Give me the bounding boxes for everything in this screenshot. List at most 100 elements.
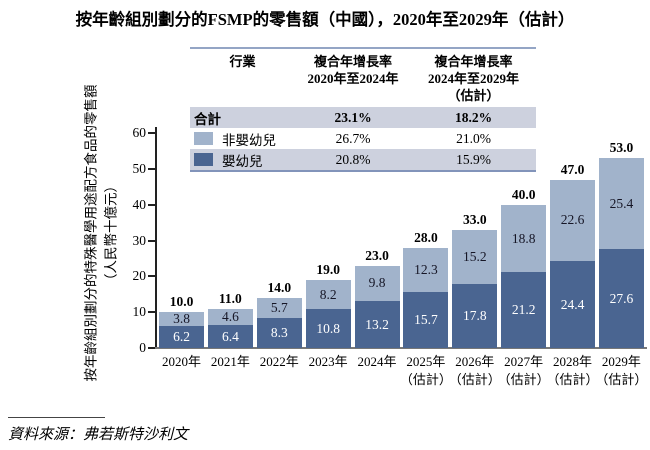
stacked-bar: 23.0 9.8 13.2 <box>354 248 400 348</box>
stacked-bar: 14.0 5.7 8.3 <box>256 280 302 348</box>
bar-segment-non-infant: 9.8 <box>354 265 400 301</box>
bar-segment-infant: 21.2 <box>501 272 547 348</box>
x-axis-label: 2020年 <box>159 353 204 388</box>
row-label: 非嬰幼兒 <box>222 132 276 148</box>
bars-area: 10.0 3.8 6.2 11.0 4.6 6.4 14.0 5.7 8.3 19.0 8.2 10.… <box>157 133 646 348</box>
legend-swatch-non-infant <box>194 132 213 146</box>
bar-total-label: 14.0 <box>267 279 292 295</box>
y-tick-mark <box>148 167 155 170</box>
bar-segment-infant: 8.3 <box>256 318 302 348</box>
bar-total-label: 11.0 <box>218 290 242 306</box>
y-tick-label: 0 <box>139 340 146 355</box>
source-text: 資料來源：弗若斯特沙利文 <box>8 427 189 443</box>
stacked-bar: 19.0 8.2 10.8 <box>305 262 351 348</box>
cagr-table-row: 非嬰幼兒 26.7% 21.0% <box>190 128 536 149</box>
cagr-2024-2029-value: 15.9% <box>456 151 491 167</box>
bar-segment-infant: 10.8 <box>305 309 351 348</box>
stacked-bar: 11.0 4.6 6.4 <box>207 291 253 348</box>
bar-segment-infant: 6.4 <box>207 325 253 348</box>
bar-segment-infant: 27.6 <box>598 249 644 348</box>
y-tick-mark <box>148 239 155 242</box>
bar-segment-non-infant: 15.2 <box>452 229 498 285</box>
bar-total-label: 10.0 <box>169 294 194 310</box>
y-tick-mark <box>148 311 155 314</box>
y-tick-label: 40 <box>132 196 147 212</box>
bar-segment-non-infant: 12.3 <box>403 247 449 292</box>
y-tick-mark <box>148 203 155 206</box>
cagr-2020-2024-value: 23.1% <box>334 109 372 125</box>
row-label: 合計 <box>194 111 221 127</box>
y-tick-label: 10 <box>132 304 147 320</box>
header-industry: 行業 <box>229 54 256 69</box>
x-axis-label-line: 2022年 <box>259 354 299 369</box>
header-cagr-2020-2024: 複合年增長率 2020年至2024年 <box>307 54 399 87</box>
bar-segment-infant: 15.7 <box>403 291 449 348</box>
bar-segment-non-infant: 22.6 <box>550 179 595 261</box>
x-axis-label: 2024年 <box>355 353 400 388</box>
bar-segment-infant: 24.4 <box>550 260 595 348</box>
x-axis-label: 2027年 （估計） <box>498 353 550 388</box>
y-tick-mark <box>148 275 155 278</box>
cagr-table-rows: 合計 23.1% 18.2% 非嬰幼兒 26.7% 21.0% 嬰幼兒 20.8% 15.9% <box>190 107 536 171</box>
x-axis-line <box>153 347 647 349</box>
bar-segment-non-infant: 8.2 <box>305 279 351 310</box>
x-axis-label: 2029年 （估計） <box>595 353 647 388</box>
source-divider <box>8 417 105 418</box>
cagr-table: 行業 複合年增長率 2020年至2024年 複合年增長率 2024年至2029年… <box>190 47 536 173</box>
row-label-cell: 非嬰幼兒 <box>190 129 295 149</box>
x-axis-label-line: 2020年 <box>161 354 201 369</box>
stacked-bar: 33.0 15.2 17.8 <box>452 212 498 348</box>
stacked-bar: 40.0 18.8 21.2 <box>501 187 547 348</box>
x-axis-labels: 2020年 2021年 2022年 2023年 2024年 2025年 （估計） 2026年（… <box>157 353 647 388</box>
bar-segment-non-infant: 3.8 <box>159 312 204 326</box>
stacked-bar: 10.0 3.8 6.2 <box>159 294 204 348</box>
x-axis-label-line: 2028年 <box>552 354 592 369</box>
y-tick-label: 50 <box>132 160 147 176</box>
bar-segment-infant: 6.2 <box>159 325 204 348</box>
y-tick-label: 20 <box>132 268 147 284</box>
x-axis-label: 2028年 （估計） <box>547 353 599 388</box>
y-axis-title-text: 按年齡組別劃分的特殊醫學用途配方食品的零售額 <box>83 84 99 382</box>
bar-segment-non-infant: 4.6 <box>207 308 253 326</box>
x-axis-label: 2025年 （估計） <box>400 353 452 388</box>
x-axis-label-line: 2021年 <box>210 354 250 369</box>
x-axis-label-line: 2023年 <box>308 354 348 369</box>
stacked-bar: 53.0 25.4 27.6 <box>598 140 644 348</box>
x-axis-label-line: （估計） <box>546 371 599 387</box>
legend-swatch-infant <box>194 153 213 167</box>
stacked-bar: 28.0 12.3 15.7 <box>403 230 449 348</box>
x-axis-label-line: 2024年 <box>357 354 397 369</box>
row-label: 嬰幼兒 <box>222 153 263 169</box>
x-axis-label-line: 2026年 <box>455 354 495 369</box>
bar-segment-infant: 13.2 <box>354 300 400 348</box>
x-axis-label-line: （估計） <box>448 371 501 387</box>
x-axis-label: 2022年 <box>257 353 302 388</box>
bar-total-label: 19.0 <box>316 261 340 277</box>
bar-segment-non-infant: 18.8 <box>501 204 547 273</box>
x-axis-label-line: 2029年 <box>601 354 641 369</box>
x-axis-label-line: 2027年 <box>504 354 544 369</box>
y-tick-label: 30 <box>132 232 147 248</box>
bar-total-label: 53.0 <box>609 140 634 156</box>
chart-title: 按年齡組別劃分的FSMP的零售額（中國），2020年至2029年（估計） <box>75 10 575 29</box>
row-label-cell: 嬰幼兒 <box>190 150 295 170</box>
y-tick-mark <box>148 347 155 349</box>
y-tick-mark <box>148 132 155 134</box>
x-axis-label-line: 2025年 <box>406 354 446 369</box>
y-axis-line <box>155 127 157 348</box>
bar-segment-non-infant: 5.7 <box>256 297 302 319</box>
bar-segment-non-infant: 25.4 <box>598 158 644 250</box>
bar-total-label: 40.0 <box>511 186 536 202</box>
bar-segment-infant: 17.8 <box>452 284 498 348</box>
x-axis-label-line: （估計） <box>595 371 648 387</box>
cagr-2020-2024-value: 26.7% <box>335 130 371 146</box>
bar-total-label: 28.0 <box>414 229 438 245</box>
bar-total-label: 47.0 <box>560 161 585 177</box>
cagr-2020-2024-value: 20.8% <box>335 151 371 167</box>
y-tick-label: 60 <box>132 125 147 140</box>
cagr-2024-2029-value: 18.2% <box>454 109 493 125</box>
cagr-table-header: 行業 複合年增長率 2020年至2024年 複合年增長率 2024年至2029年… <box>190 49 536 107</box>
header-cagr-2024-2029: 複合年增長率 2024年至2029年 （估計） <box>427 54 519 104</box>
x-axis-label-line: （估計） <box>497 371 550 387</box>
